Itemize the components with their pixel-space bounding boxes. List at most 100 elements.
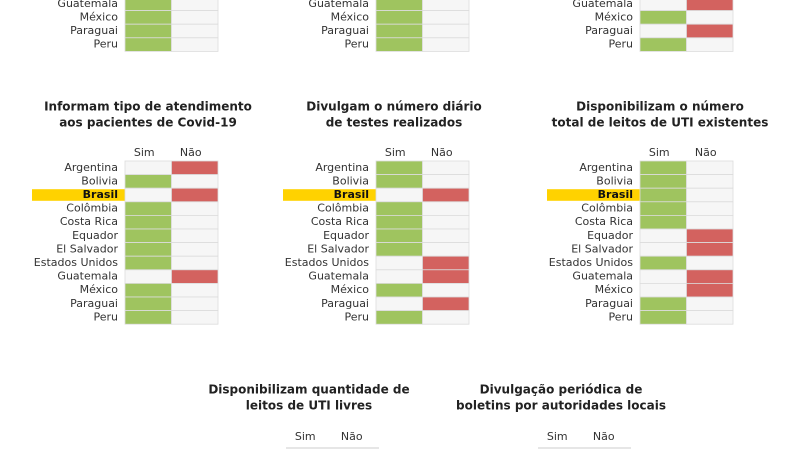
highlight-band (283, 189, 376, 201)
country-label: Bolivia (596, 174, 633, 187)
country-label: Guatemala (308, 0, 369, 10)
empty-cell (422, 174, 470, 189)
empty-cell (639, 228, 687, 244)
country-label: Equador (72, 229, 118, 242)
empty-cell (422, 228, 470, 244)
empty-cell (171, 174, 219, 189)
country-label: Peru (608, 310, 633, 323)
country-label: Guatemala (308, 270, 369, 283)
country-label: México (80, 283, 119, 296)
country-label: Colômbia (317, 202, 369, 215)
empty-cell (639, 0, 687, 12)
answer-cell (422, 187, 470, 203)
country-label: Peru (93, 38, 118, 51)
country-label: Argentina (579, 161, 633, 174)
empty-cell (124, 269, 172, 284)
country-label: México (331, 283, 370, 296)
panel-title: Informam tipo de atendimento (44, 100, 252, 114)
answer-cell (375, 23, 423, 39)
empty-cell (171, 310, 219, 325)
empty-cell (686, 296, 734, 312)
column-header: Sim (385, 146, 406, 159)
empty-cell (171, 37, 219, 52)
country-label: Paraguai (321, 24, 369, 37)
empty-cell (171, 242, 219, 257)
panel-title: aos pacientes de Covid-19 (59, 116, 237, 130)
answer-cell (375, 242, 423, 257)
answer-cell (422, 296, 470, 312)
answer-cell (639, 310, 687, 325)
empty-cell (686, 187, 734, 203)
empty-cell (639, 23, 687, 39)
empty-cell (686, 174, 734, 189)
empty-cell (422, 160, 470, 176)
country-label: Bolivia (81, 174, 118, 187)
empty-cell (375, 269, 423, 284)
answer-cell (639, 37, 687, 52)
answer-cell (375, 174, 423, 189)
answer-cell (124, 282, 172, 298)
empty-cell (422, 0, 470, 12)
answer-cell (375, 160, 423, 176)
country-label: México (595, 283, 634, 296)
answer-cell (686, 23, 734, 39)
empty-cell (124, 160, 172, 176)
empty-cell (686, 255, 734, 271)
answer-cell (124, 174, 172, 189)
country-label: Costa Rica (60, 215, 118, 228)
country-label: Estados Unidos (34, 256, 118, 269)
column-header: Sim (134, 146, 155, 159)
country-label: Estados Unidos (549, 256, 633, 269)
empty-cell (686, 201, 734, 216)
country-label: Estados Unidos (285, 256, 369, 269)
country-label: Peru (93, 310, 118, 323)
column-header: Sim (649, 146, 670, 159)
answer-cell (124, 296, 172, 312)
answer-cell (124, 0, 172, 12)
answer-cell (124, 23, 172, 39)
answer-cell (375, 201, 423, 216)
answer-cell (686, 0, 734, 12)
country-label: México (331, 10, 370, 23)
country-label: Equador (587, 229, 633, 242)
answer-cell (375, 37, 423, 52)
answer-cell (639, 10, 687, 25)
country-label: Guatemala (57, 0, 118, 10)
answer-cell (124, 214, 172, 230)
empty-cell (639, 242, 687, 257)
answer-cell (422, 269, 470, 284)
panel-title: boletins por autoridades locais (456, 399, 666, 413)
empty-cell (171, 282, 219, 298)
country-label: Paraguai (585, 24, 633, 37)
panel-title: total de leitos de UTI existentes (552, 116, 769, 130)
answer-cell (171, 187, 219, 203)
country-label: El Salvador (571, 242, 633, 255)
panel-title: Divulgação periódica de (480, 383, 643, 397)
column-header: Não (593, 430, 615, 443)
answer-cell (639, 160, 687, 176)
country-label: Paraguai (70, 24, 118, 37)
column-header: Sim (547, 430, 568, 443)
answer-cell (375, 214, 423, 230)
column-header: Não (341, 430, 363, 443)
country-label: Peru (344, 310, 369, 323)
answer-cell (171, 269, 219, 284)
answer-cell (639, 174, 687, 189)
country-label: Brasil (83, 188, 118, 201)
column-header: Não (695, 146, 717, 159)
answer-cell (124, 201, 172, 216)
answer-cell (124, 242, 172, 257)
country-label: Brasil (598, 188, 633, 201)
empty-cell (422, 37, 470, 52)
answer-cell (639, 187, 687, 203)
empty-cell (686, 160, 734, 176)
empty-cell (686, 10, 734, 25)
answer-cell (639, 255, 687, 271)
answer-cell (124, 10, 172, 25)
column-header: Não (180, 146, 202, 159)
highlight-band (547, 189, 640, 201)
country-label: Paraguai (585, 297, 633, 310)
country-label: Costa Rica (311, 215, 369, 228)
empty-cell (422, 242, 470, 257)
country-label: México (595, 10, 634, 23)
